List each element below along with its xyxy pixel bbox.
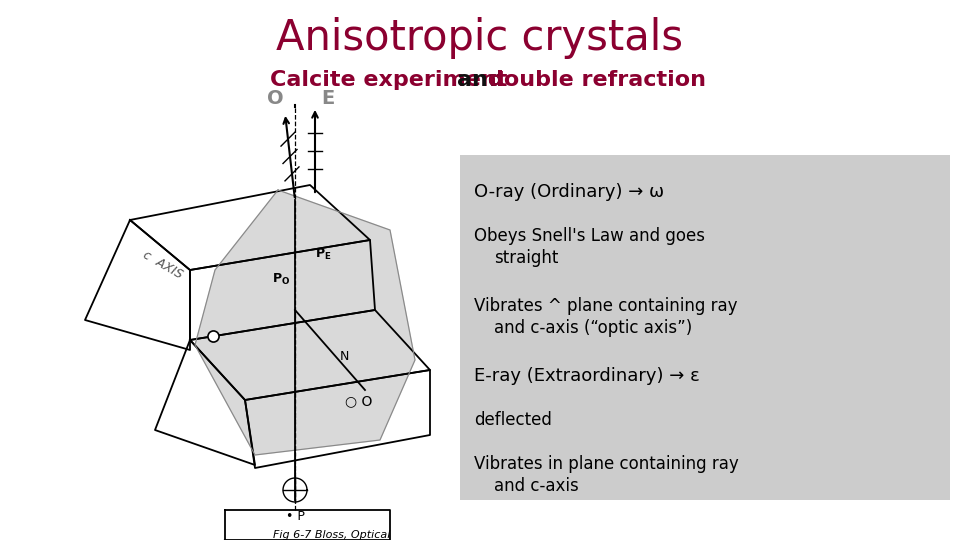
Text: Calcite experiment: Calcite experiment [270, 70, 516, 90]
Text: straight: straight [494, 249, 559, 267]
Text: and: and [457, 70, 512, 90]
Text: O-ray (Ordinary) → ω: O-ray (Ordinary) → ω [474, 183, 664, 201]
Text: c  AXIS: c AXIS [140, 248, 184, 281]
Text: double refraction: double refraction [488, 70, 706, 90]
Text: Vibrates in plane containing ray: Vibrates in plane containing ray [474, 455, 739, 473]
Text: E: E [322, 89, 335, 108]
Text: E-ray (Extraordinary) → ε: E-ray (Extraordinary) → ε [474, 367, 700, 385]
Polygon shape [195, 190, 415, 455]
Text: N: N [340, 350, 349, 363]
Text: ○ O: ○ O [345, 394, 372, 408]
Text: • P: • P [285, 510, 304, 523]
Text: $\mathbf{P_O}$: $\mathbf{P_O}$ [272, 272, 290, 287]
Text: Fig 6-7 Bloss, Optical
Crystallography, MSA: Fig 6-7 Bloss, Optical Crystallography, … [271, 530, 390, 540]
Text: O: O [267, 89, 283, 108]
Text: and c-axis (“optic axis”): and c-axis (“optic axis”) [494, 319, 692, 337]
Text: deflected: deflected [474, 411, 552, 429]
Text: $\mathbf{P_E}$: $\mathbf{P_E}$ [315, 247, 331, 262]
Text: Obeys Snell's Law and goes: Obeys Snell's Law and goes [474, 227, 705, 245]
Text: Anisotropic crystals: Anisotropic crystals [276, 17, 684, 59]
Text: Vibrates ^ plane containing ray: Vibrates ^ plane containing ray [474, 297, 737, 315]
Bar [460, 155, 950, 500]
Text: and c-axis: and c-axis [494, 477, 579, 495]
